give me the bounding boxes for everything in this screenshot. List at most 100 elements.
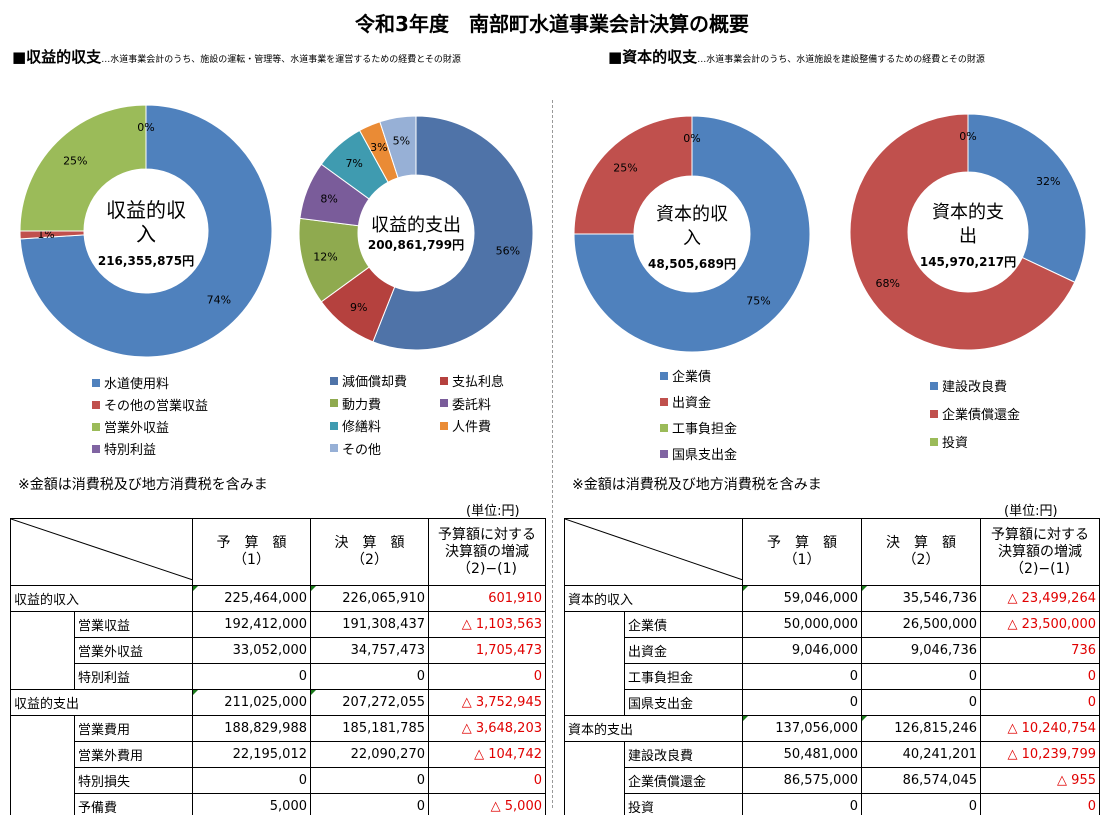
legend-swatch bbox=[92, 444, 100, 453]
indent-cell bbox=[564, 741, 625, 768]
row-item-label: 建設改良費 bbox=[624, 741, 743, 768]
legend-label: 支払利息 bbox=[452, 375, 505, 390]
diff-cell: △ 23,500,000 bbox=[980, 611, 1100, 638]
diff-cell: 1,705,473 bbox=[428, 637, 546, 664]
budget-cell: 50,481,000 bbox=[742, 741, 862, 768]
budget-cell: 0 bbox=[742, 793, 862, 815]
legend-label: 水道使用料 bbox=[104, 377, 170, 392]
budget-cell: 225,464,000 bbox=[192, 585, 311, 612]
slice-value-label: 68% bbox=[876, 277, 900, 290]
legend-item: 工事負担金 bbox=[660, 418, 737, 437]
diff-cell: △ 3,648,203 bbox=[428, 715, 546, 742]
row-item-label: 国県支出金 bbox=[624, 689, 743, 716]
legend-item: 委託料 bbox=[440, 394, 491, 413]
legend-swatch bbox=[440, 376, 448, 385]
legend-swatch bbox=[930, 409, 938, 418]
chart-center-title: 入 bbox=[136, 222, 156, 246]
donut-slice bbox=[379, 115, 417, 179]
slice-value-label: 56% bbox=[496, 245, 520, 258]
diff-cell: 0 bbox=[428, 767, 546, 794]
left-section-subtitle: …水道事業会計のうち、施設の運転・管理等、水道事業を運営するための経費とその財源 bbox=[101, 55, 461, 65]
table-row: 収益的支出 211,025,000 207,272,055 △ 3,752,945 bbox=[10, 689, 546, 716]
legend-label: 減価償却費 bbox=[342, 375, 408, 390]
legend-label: 営業外収益 bbox=[104, 421, 170, 436]
row-item-label: 工事負担金 bbox=[624, 663, 743, 690]
diff-cell: △ 955 bbox=[980, 767, 1100, 794]
budget-header-text: 予 算 額（1） bbox=[767, 535, 837, 568]
row-item-label: 特別損失 bbox=[74, 767, 193, 794]
slice-value-label: 9% bbox=[350, 301, 367, 314]
legend-label: 特別利益 bbox=[104, 443, 157, 458]
legend-swatch bbox=[930, 381, 938, 390]
legend-label: 工事負担金 bbox=[672, 422, 738, 437]
legend-item: 減価償却費 bbox=[330, 371, 407, 390]
legend-item: 修繕料 bbox=[330, 416, 381, 435]
diff-header-text: 予算額に対する 決算額の増減 （2)−(1) bbox=[438, 526, 536, 577]
legend-swatch bbox=[330, 399, 338, 407]
slice-value-label: 12% bbox=[313, 250, 337, 263]
slice-value-label: 8% bbox=[320, 193, 337, 206]
legend-item: 特別利益 bbox=[92, 439, 156, 458]
legend-swatch bbox=[330, 376, 338, 385]
right-tax-note: ※金額は消費税及び地方消費税を含みま bbox=[572, 477, 822, 493]
donut-charts: 74%1%25%0%収益的収入216,355,875円56%9%12%8%7%3… bbox=[19, 104, 1087, 358]
indent-cell bbox=[10, 793, 75, 815]
budget-cell: 211,025,000 bbox=[192, 689, 311, 716]
legend-swatch bbox=[440, 421, 448, 430]
actual-header-text: 決 算 額（2） bbox=[334, 535, 405, 568]
legend-item: その他 bbox=[330, 439, 381, 458]
legend-label: 投資 bbox=[942, 436, 969, 451]
legend-item: 出資金 bbox=[660, 392, 711, 411]
row-group-label: 資本的収入 bbox=[564, 585, 743, 612]
slice-value-label: 75% bbox=[746, 294, 770, 307]
actual-cell: 226,065,910 bbox=[310, 585, 429, 612]
budget-header-text: 予 算 額（1） bbox=[216, 535, 287, 568]
slice-value-label: 25% bbox=[613, 162, 637, 175]
indent-cell bbox=[564, 637, 625, 664]
legend-label: 建設改良費 bbox=[942, 380, 1008, 395]
indent-cell bbox=[564, 663, 625, 690]
actual-column-header: 決 算 額（2） bbox=[861, 518, 981, 586]
legend-swatch bbox=[660, 423, 668, 432]
budget-cell: 188,829,988 bbox=[192, 715, 311, 742]
actual-cell: 34,757,473 bbox=[310, 637, 429, 664]
row-item-label: 出資金 bbox=[624, 637, 743, 664]
row-item-label: 企業債 bbox=[624, 611, 743, 638]
legend-item: 水道使用料 bbox=[92, 373, 169, 392]
indent-cell bbox=[564, 767, 625, 794]
donut-slice bbox=[573, 115, 693, 235]
right-section-heading: ■資本的収支…水道事業会計のうち、水道施設を建設整備するための経費とその財源 bbox=[608, 46, 985, 67]
capital-account-table: 予 算 額（1） 決 算 額（2） 予算額に対する 決算額の増減 （2)−(1) 資… bbox=[564, 518, 1100, 815]
budget-cell: 33,052,000 bbox=[192, 637, 311, 664]
budget-column-header: 予 算 額（1） bbox=[192, 518, 311, 586]
table-row: 特別損失 0 0 0 bbox=[10, 767, 546, 794]
chart-center-amount: 48,505,689円 bbox=[648, 257, 736, 271]
legend-label: その他 bbox=[342, 442, 382, 458]
slice-value-label: 74% bbox=[207, 293, 231, 306]
left-unit-label: (単位:円) bbox=[466, 504, 520, 519]
legend-label: その他の営業収益 bbox=[104, 399, 209, 414]
legend-label: 出資金 bbox=[672, 396, 712, 411]
budget-cell: 5,000 bbox=[192, 793, 311, 815]
diff-cell: △ 5,000 bbox=[428, 793, 546, 815]
row-group-label: 収益的収入 bbox=[10, 585, 193, 612]
table-row: 投資 0 0 0 bbox=[564, 793, 1100, 815]
donut-slice bbox=[849, 113, 1076, 351]
diff-header-text: 予算額に対する 決算額の増減 （2)−(1) bbox=[991, 526, 1089, 577]
row-group-label: 資本的支出 bbox=[564, 715, 743, 742]
row-item-label: 営業費用 bbox=[74, 715, 193, 742]
slice-value-label: 0% bbox=[683, 132, 700, 145]
actual-cell: 191,308,437 bbox=[310, 611, 429, 638]
table-row: 建設改良費 50,481,000 40,241,201 △ 10,239,799 bbox=[564, 741, 1100, 768]
diff-cell: 0 bbox=[428, 663, 546, 690]
diff-cell: 0 bbox=[980, 689, 1100, 716]
indent-cell bbox=[10, 767, 75, 794]
right-unit-label: (単位:円) bbox=[1004, 504, 1058, 519]
row-item-label: 企業債償還金 bbox=[624, 767, 743, 794]
legend-item: 国県支出金 bbox=[660, 444, 737, 463]
actual-cell: 0 bbox=[861, 663, 981, 690]
indent-cell bbox=[10, 637, 75, 664]
table-row: 営業外収益 33,052,000 34,757,473 1,705,473 bbox=[10, 637, 546, 664]
chart-center-title: 入 bbox=[683, 228, 701, 249]
diff-cell: △ 1,103,563 bbox=[428, 611, 546, 638]
